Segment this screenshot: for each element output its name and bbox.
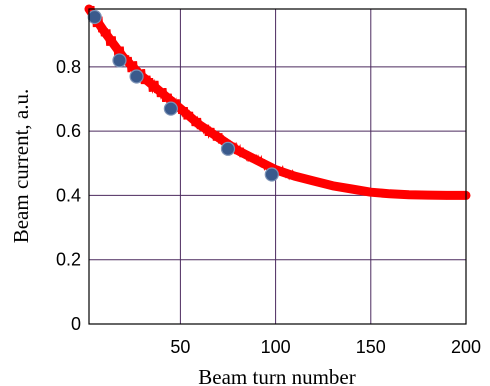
- measurement-point: [220, 141, 236, 156]
- y-tick-label: 0.6: [56, 121, 81, 141]
- measurement-point: [112, 53, 127, 68]
- data-series: [84, 4, 471, 200]
- y-tick-label: 0: [71, 314, 81, 334]
- measurement-point: [129, 69, 144, 84]
- y-axis-label: Beam current, a.u.: [9, 89, 33, 244]
- x-tick-label: 100: [261, 337, 291, 357]
- y-tick-label: 0.4: [56, 185, 81, 205]
- x-tick-label: 50: [170, 337, 190, 357]
- x-tick-label: 200: [451, 337, 481, 357]
- measurement-point: [87, 9, 102, 25]
- measurement-point: [264, 167, 279, 182]
- ticks: 50 100 150 200 0 0.2 0.4 0.6 0.8: [56, 57, 481, 357]
- y-tick-label: 0.2: [56, 250, 81, 270]
- x-axis-label: Beam turn number: [198, 365, 355, 386]
- plot-frame: [88, 8, 467, 325]
- y-tick-label: 0.8: [56, 57, 81, 77]
- beam-current-oscillation: [87, 5, 466, 200]
- measurement-point: [163, 101, 178, 116]
- x-tick-label: 150: [356, 337, 386, 357]
